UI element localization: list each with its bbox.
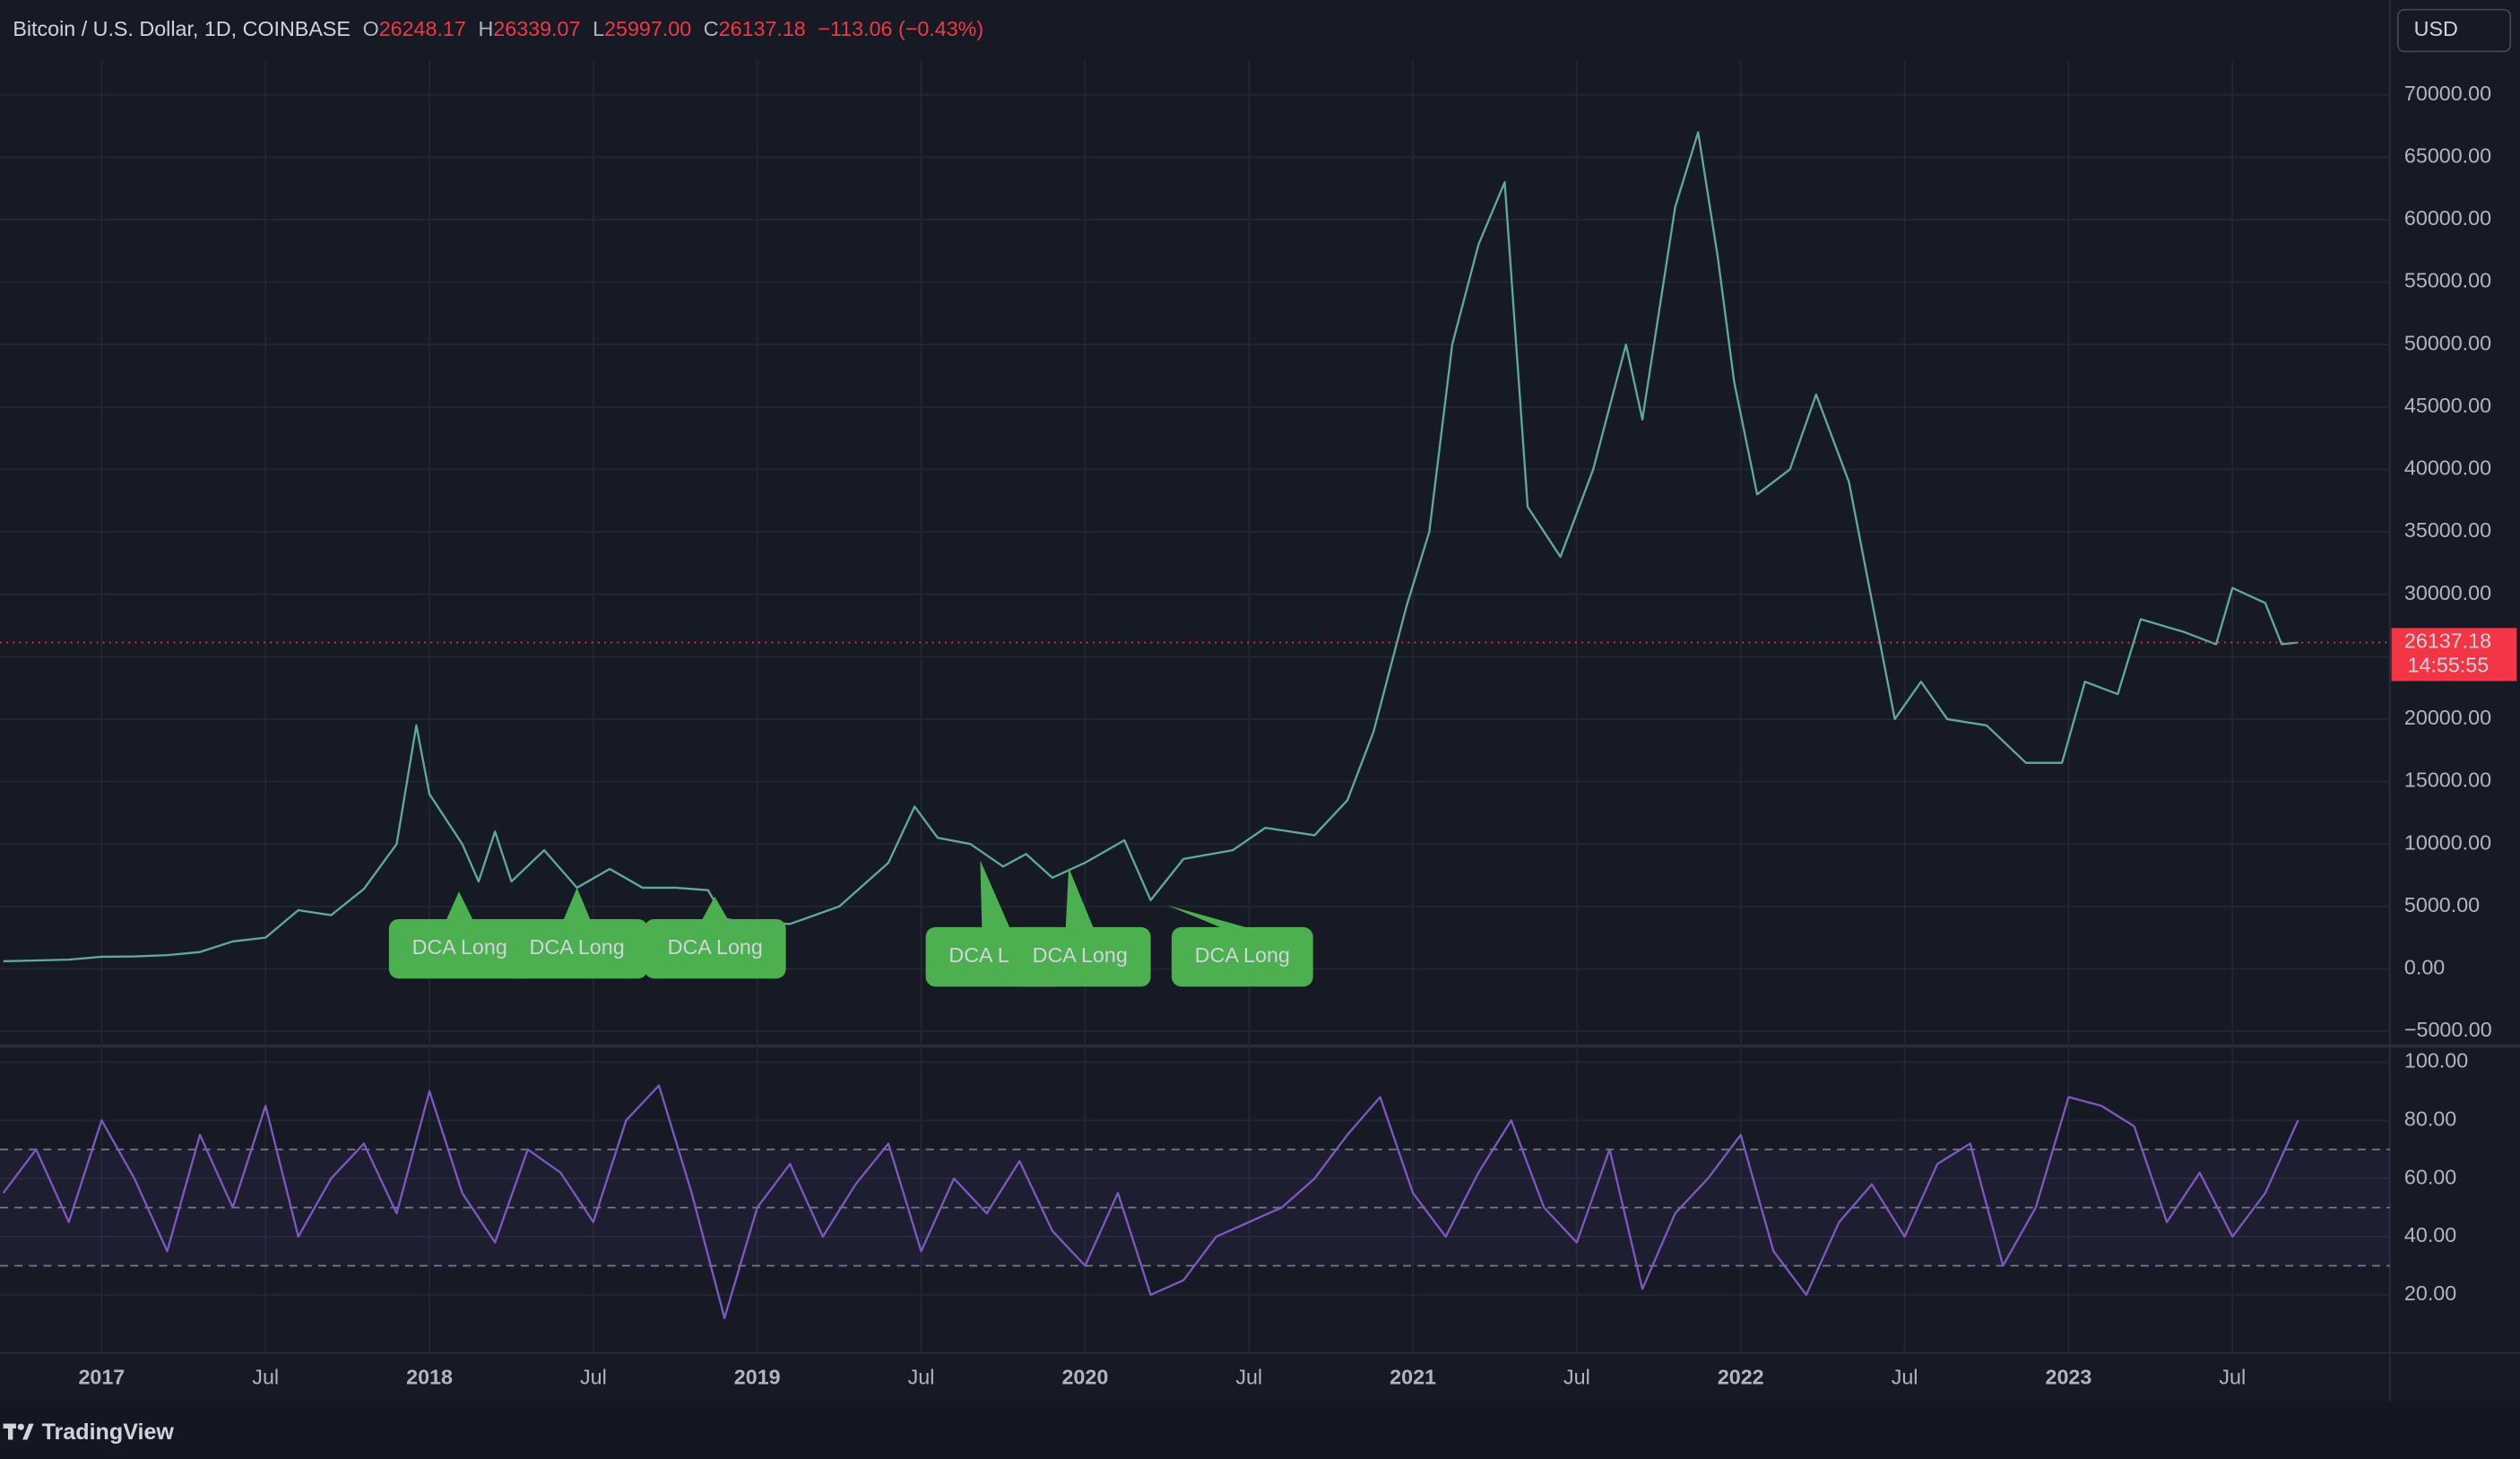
last-price-label: 26137.18	[2404, 630, 2491, 653]
y-tick-label: 100.00	[2404, 1049, 2468, 1073]
currency[interactable]: USD	[2414, 17, 2458, 40]
plot	[0, 131, 2390, 1320]
logo-part	[17, 1423, 24, 1430]
annotation: DCA Long	[506, 887, 648, 979]
annotation-label: DCA Long	[412, 935, 507, 959]
grid	[0, 61, 2390, 1353]
x-tick-label: Jul	[908, 1366, 935, 1389]
x-tick-label: 2021	[1390, 1366, 1436, 1389]
annotation-box	[1009, 926, 1151, 987]
open-value: 26248.17	[379, 17, 466, 40]
y-tick-label: 80.00	[2404, 1107, 2456, 1131]
low-value: 25997.00	[604, 17, 691, 40]
x-tick-label: Jul	[252, 1366, 279, 1389]
currency-button[interactable]	[2396, 8, 2512, 53]
x-tick-label: 2020	[1061, 1366, 1108, 1389]
series-line	[3, 131, 2299, 963]
y-tick-label: 20.00	[2404, 1281, 2456, 1305]
y-tick-label: 15000.00	[2404, 769, 2491, 792]
x-tick-label: Jul	[1563, 1366, 1590, 1389]
annotation-pointer	[700, 896, 730, 923]
y-tick-label: 40.00	[2404, 1223, 2456, 1246]
x-tick-label: Jul	[1235, 1366, 1262, 1389]
annotation-pointer	[562, 887, 592, 923]
symbol: Bitcoin / U.S. Dollar, 1D, COINBASE	[13, 17, 351, 40]
x-tick-label: 2017	[78, 1366, 125, 1389]
y-tick-label: 60000.00	[2404, 206, 2491, 230]
open-label: O	[363, 17, 379, 40]
annotation-label: DCA Long	[668, 935, 763, 959]
high-label: H	[478, 17, 493, 40]
annotation-pointer	[1166, 905, 1257, 931]
y-tick-label: 55000.00	[2404, 269, 2491, 292]
change: −113.06 (−0.43%)	[818, 17, 983, 40]
last-price-tag	[2391, 628, 2517, 682]
annotation: DCA Long	[388, 891, 531, 979]
legend-header: Bitcoin / U.S. Dollar, 1D, COINBASE O262…	[13, 17, 983, 40]
y-tick-label: 30000.00	[2404, 581, 2491, 604]
y-tick-label: 0.00	[2404, 956, 2445, 979]
y-tick-label: −5000.00	[2404, 1018, 2492, 1041]
close-label: C	[704, 17, 719, 40]
series-line	[2, 1084, 2299, 1320]
low-label: L	[593, 17, 604, 40]
annotation-box	[1171, 926, 1313, 987]
close-value: 26137.18	[719, 17, 806, 40]
brand-logo	[3, 1423, 34, 1440]
y-tick-label: 65000.00	[2404, 143, 2491, 167]
x-tick-label: 2023	[2046, 1366, 2092, 1389]
logo-part	[22, 1423, 34, 1440]
annotation-pointer	[445, 891, 474, 923]
annotation-label: DCA Long	[1033, 943, 1128, 967]
x-tick-label: Jul	[2219, 1366, 2246, 1389]
y-tick-label: 20000.00	[2404, 706, 2491, 729]
countdown: 14:55:55	[2408, 654, 2490, 677]
brand: TradingView	[42, 1420, 175, 1445]
y-tick-label: 10000.00	[2404, 830, 2491, 854]
y-tick-label: 50000.00	[2404, 331, 2491, 354]
y-tick-label: 60.00	[2404, 1165, 2456, 1188]
y-tick-label: 40000.00	[2404, 456, 2491, 480]
y-tick-label: 5000.00	[2404, 893, 2480, 916]
annotation-box	[644, 918, 786, 979]
annotation-pointer	[980, 860, 1011, 931]
annotation: DCA Long	[1166, 905, 1313, 987]
annotation-box	[388, 918, 531, 979]
footer-bar	[0, 1401, 2520, 1459]
annotation-box	[506, 918, 648, 979]
annotation: DCA Long	[1009, 867, 1151, 987]
x-tick-label: Jul	[580, 1366, 607, 1389]
annotation: DCA Long	[644, 896, 786, 979]
y-tick-label: 70000.00	[2404, 82, 2491, 105]
high-value: 26339.07	[493, 17, 580, 40]
logo-part	[7, 1423, 13, 1440]
x-tick-label: Jul	[1892, 1366, 1918, 1389]
annotation-label: DCA Long	[1195, 943, 1290, 967]
x-tick-label: 2018	[406, 1366, 453, 1389]
y-tick-label: 35000.00	[2404, 518, 2491, 542]
x-tick-label: 2022	[1718, 1366, 1764, 1389]
annotation-pointer	[1065, 867, 1095, 931]
x-tick-label: 2019	[734, 1366, 781, 1389]
annotation-label: DCA Long	[530, 935, 625, 959]
y-tick-label: 45000.00	[2404, 394, 2491, 417]
